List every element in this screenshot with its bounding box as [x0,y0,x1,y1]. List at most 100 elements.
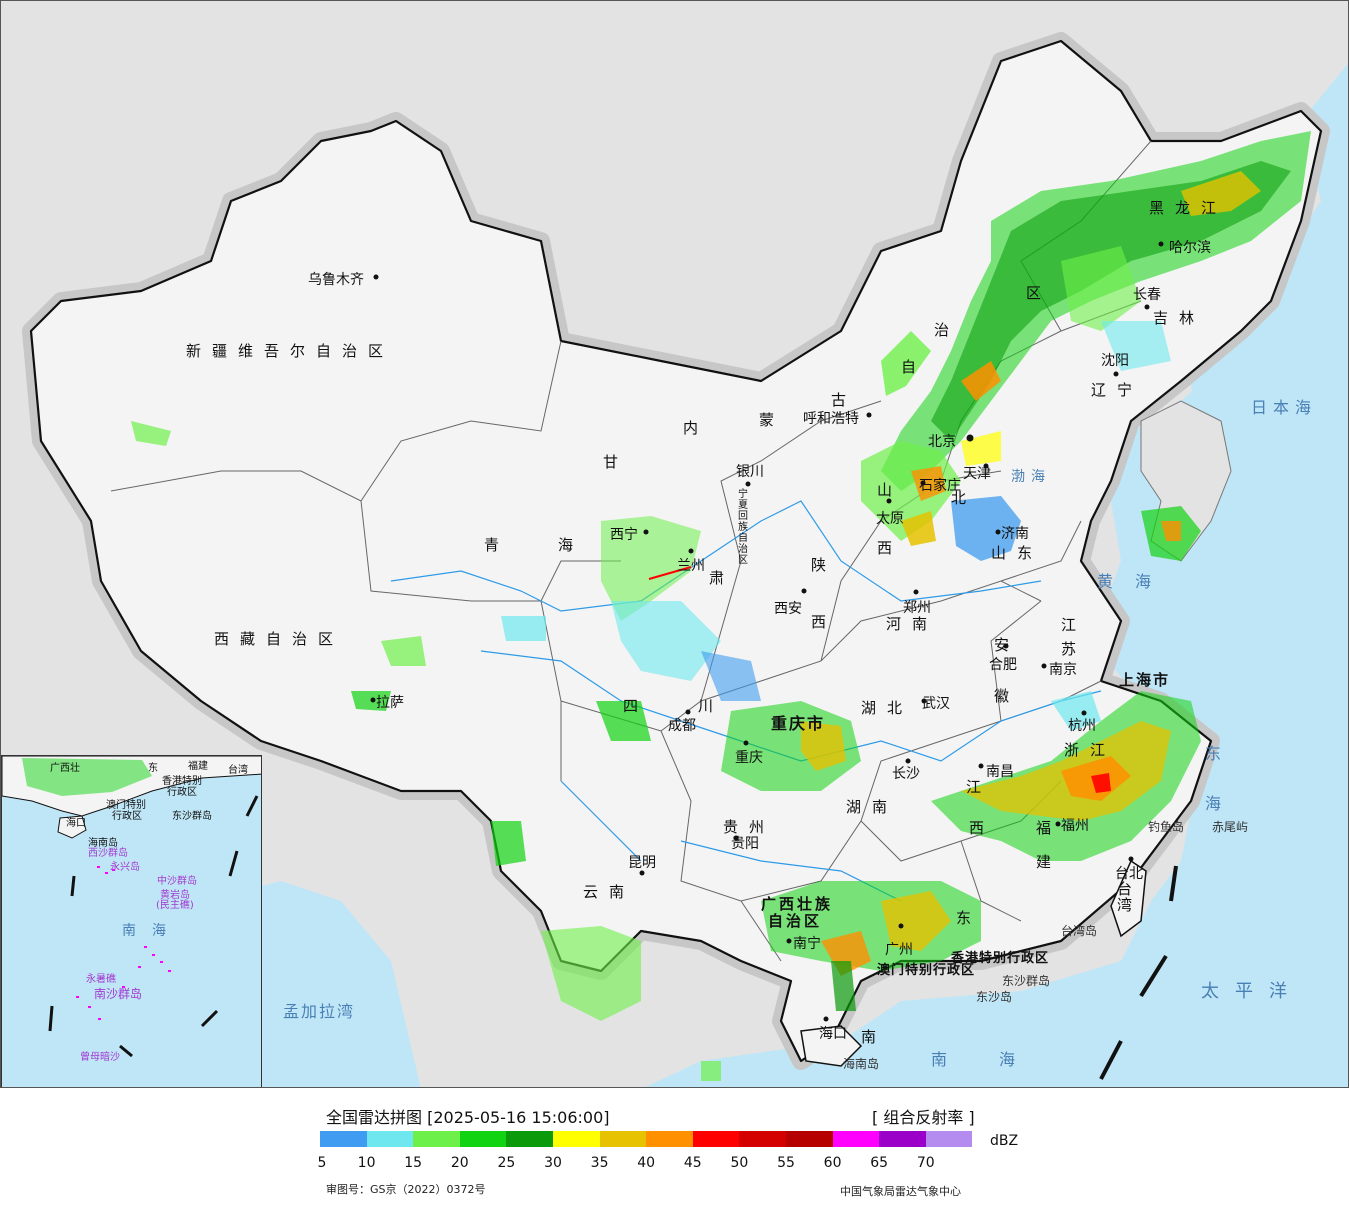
province-heilongjiang: 黑龙江 [1149,199,1228,217]
inset-label-hk-2: 行政区 [167,787,197,798]
color-swatch [925,1131,973,1147]
province-xinjiang: 新疆维吾尔自治区 [186,342,395,360]
province-shanghai: 上海市 [1119,671,1171,689]
color-scale-tick: 55 [777,1155,795,1171]
city-kunming: 昆明 [628,855,656,871]
maritime-boundary [1099,865,1178,1080]
inset-label-nansha: 南沙群岛 [94,987,143,1001]
color-scale-tick: 70 [916,1155,935,1171]
color-swatch [366,1131,414,1147]
province-neimenggu-5: 治 [934,321,961,339]
province-xizang: 西藏自治区 [214,630,345,648]
color-swatch [692,1131,740,1147]
color-swatch [599,1131,647,1147]
province-qinghai-2: 海 [558,536,585,554]
color-scale-tick: 5 [317,1155,327,1171]
city-lhasa: 拉萨 [376,695,404,711]
city-xian: 西安 [774,601,802,617]
province-guangxi-2: 自治区 [768,912,823,930]
province-neimenggu-3: 古 [831,391,858,409]
city-taiyuan: 太原 [876,511,904,527]
color-swatch [413,1131,460,1147]
province-jiangsu-1: 江 [1061,616,1088,634]
inset-label-macao-1: 澳门特别 [106,800,146,811]
province-anhui-2: 徽 [994,687,1021,705]
legend-panel: 全国雷达拼图 [2025-05-16 15:06:00] [ 组合反射率 ] 5… [0,1088,1349,1208]
inset-label-guangdong: 东 [148,763,158,774]
city-nanchang: 南昌 [986,764,1014,780]
inset-label-macao-2: 行政区 [112,811,142,822]
inset-label-huangyan: 黄岩岛 [160,890,190,901]
color-scale-tick: 20 [450,1155,469,1171]
island-dongsha: 东沙岛 [976,990,1013,1004]
inset-label-minzhu: (民主礁) [156,900,194,911]
province-guizhou: 贵州 [723,818,776,836]
province-liaoning: 辽宁 [1091,381,1144,399]
color-swatch [459,1131,507,1147]
province-neimenggu-2: 蒙 [759,411,786,429]
inset-label-south: 南 [122,923,136,939]
city-tianjin: 天津 [963,466,991,482]
city-wuhan: 武汉 [922,696,950,712]
province-shaanxi-1: 陕 [811,556,838,574]
color-scale-tick: 35 [590,1155,609,1171]
city-yinchuan: 银川 [736,464,764,480]
province-guangdong: 东 [956,909,983,927]
province-shaanxi-2: 西 [811,613,838,631]
taiwan-island-shape [1110,859,1147,938]
city-changsha: 长沙 [892,766,920,782]
province-chongqing: 重庆市 [771,714,826,733]
island-chiwei: 赤尾屿 [1212,820,1249,834]
hainan-island-shape [800,1025,863,1067]
sea-japan: 日本海 [1251,398,1318,417]
map-canvas [22,32,1348,1087]
color-scale-tick: 10 [357,1155,376,1171]
province-ningxia: 宁夏回族自治区 [738,489,748,566]
city-beijing: 北京 [928,434,956,450]
legend-title: 全国雷达拼图 [2025-05-16 15:06:00] [326,1108,610,1127]
province-shanxi-2: 西 [877,539,904,557]
inset-label-fujian: 福建 [188,761,208,772]
province-hk: 香港特别行政区 [951,951,1050,966]
province-taiwan: 台湾 [1117,880,1133,914]
province-henan: 河南 [886,615,939,633]
sea-east: 东海 [1205,744,1222,813]
color-swatch [320,1131,367,1147]
province-neimenggu-4: 自 [901,358,928,376]
color-swatch [506,1131,553,1147]
color-scale [320,1131,973,1147]
sea-area [645,63,1348,1087]
inset-islands [76,866,171,1020]
color-scale-tick: 65 [870,1155,889,1171]
province-fujian-1: 福 [1036,819,1063,837]
province-jiangxi-1: 江 [966,778,993,796]
inset-label-yongshu: 永暑礁 [86,974,116,985]
inset-label-guangxi: 广西壮 [50,763,80,774]
city-taipei: 台北 [1115,866,1143,882]
inset-label-zhongsha: 中沙群岛 [157,876,197,887]
province-qinghai-1: 青 [484,536,511,554]
city-nanjing: 南京 [1049,662,1077,678]
province-hebei: 北 [951,489,978,507]
color-swatch [646,1131,693,1147]
inset-boundary [48,795,259,1058]
city-lanzhou: 兰州 [677,558,705,574]
sea-pacific: 太平洋 [1201,981,1303,1002]
island-diaoyu: 钓鱼岛 [1148,820,1185,834]
province-sichuan-2: 川 [698,697,725,715]
city-markers [370,241,1164,1022]
province-jiangsu-2: 苏 [1061,640,1088,658]
color-scale-tick: 15 [404,1155,423,1171]
color-scale-tick: 40 [637,1155,656,1171]
city-shenyang: 沈阳 [1101,353,1129,369]
province-sichuan-1: 四 [623,697,650,715]
review-number: 审图号：GS京（2022）0372号 [326,1183,486,1196]
city-changchun: 长春 [1133,287,1161,303]
inset-label-haikou: 海口 [66,818,86,829]
legend-unit: dBZ [990,1133,1019,1149]
color-scale-tick: 45 [683,1155,702,1171]
city-urumqi: 乌鲁木齐 [308,272,364,288]
color-scale-tick: 60 [823,1155,842,1171]
inset-label-xisha: 西沙群岛 [88,848,128,859]
city-guiyang: 贵阳 [731,836,759,852]
